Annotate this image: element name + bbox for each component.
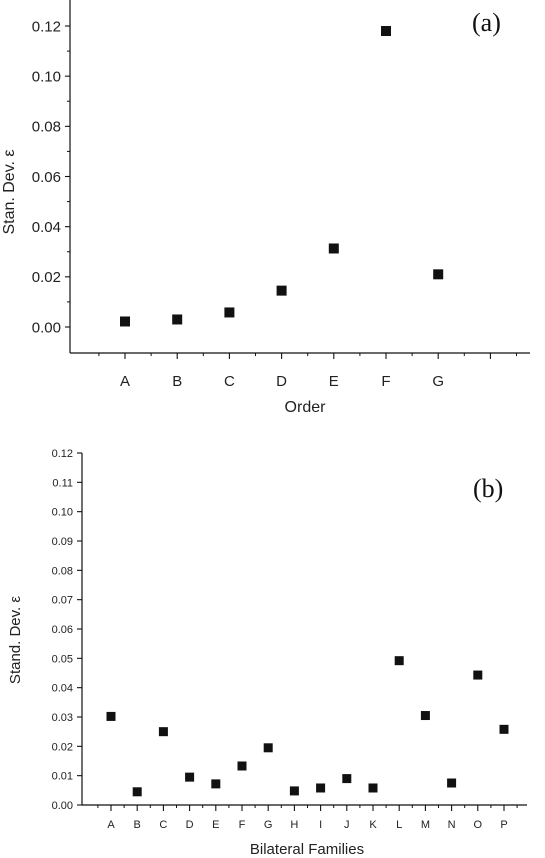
data-point-p — [499, 724, 509, 734]
x-tick-label: P — [500, 819, 507, 831]
x-tick-label: F — [381, 373, 390, 390]
x-tick-label: O — [474, 819, 483, 831]
data-point-k — [368, 783, 378, 793]
data-point-f — [237, 761, 247, 771]
y-tick-label: 0.12 — [52, 448, 73, 460]
x-tick-label: F — [239, 819, 246, 831]
data-point-g — [263, 743, 273, 753]
y-tick-label: 0.02 — [32, 269, 61, 286]
panel-label: (b) — [473, 474, 503, 503]
y-tick-label: 0.02 — [52, 741, 73, 753]
x-tick-label: A — [107, 819, 115, 831]
y-tick-label: 0.11 — [52, 477, 73, 489]
y-axis-title: Stand. Dev. ε — [7, 596, 24, 684]
x-tick-label: H — [290, 819, 298, 831]
data-point-l — [394, 656, 404, 666]
y-tick-label: 0.12 — [32, 18, 61, 35]
x-tick-label: J — [344, 819, 350, 831]
y-tick-label: 0.03 — [52, 712, 73, 724]
x-tick-label: C — [159, 819, 167, 831]
y-tick-label: 0.08 — [52, 565, 73, 577]
data-point-a — [106, 711, 116, 721]
x-tick-label: A — [120, 373, 130, 390]
data-point-j — [342, 774, 352, 784]
data-point-i — [316, 783, 326, 793]
y-tick-label: 0.06 — [52, 624, 73, 636]
y-tick-label: 0.10 — [52, 507, 73, 519]
x-tick-label: E — [212, 819, 219, 831]
x-axis-title: Bilateral Families — [250, 841, 364, 858]
y-tick-label: 0.09 — [52, 536, 73, 548]
x-tick-label: B — [172, 373, 182, 390]
y-tick-label: 0.10 — [32, 69, 61, 86]
y-axis-title: Stan. Dev. ε — [1, 149, 18, 234]
x-tick-label: M — [421, 819, 430, 831]
y-tick-label: 0.04 — [52, 683, 73, 695]
panel-label: (a) — [472, 8, 501, 37]
x-tick-label: C — [224, 373, 235, 390]
x-tick-label: K — [369, 819, 377, 831]
data-point-h — [289, 786, 299, 796]
y-tick-label: 0.07 — [52, 595, 73, 607]
data-point-c — [158, 727, 168, 737]
chart-panel-a: 0.00 0.02 0.04 0.06 0.08 0.10 0.12 A B C D E F G (a)… — [1, 0, 530, 416]
x-tick-label: G — [432, 373, 444, 390]
y-tick-label: 0.00 — [32, 319, 61, 336]
y-tick-label: 0.05 — [52, 653, 73, 665]
data-point-a — [120, 316, 130, 327]
chart-panel-b: 0.00 0.01 0.02 0.03 0.04 0.05 0.06 0.07 0.08 0.09… — [7, 448, 527, 858]
x-tick-label: G — [264, 819, 273, 831]
data-point-f — [381, 26, 391, 37]
x-axis-title: Order — [285, 399, 327, 416]
data-point-e — [211, 779, 221, 789]
x-tick-label: D — [276, 373, 287, 390]
data-point-e — [328, 243, 339, 254]
x-tick-label: N — [448, 819, 456, 831]
data-point-b — [172, 314, 183, 325]
data-point-b — [132, 787, 142, 797]
y-tick-label: 0.00 — [52, 800, 73, 812]
x-tick-label: L — [396, 819, 402, 831]
y-tick-label: 0.06 — [32, 169, 61, 186]
data-point-m — [420, 711, 430, 721]
data-point-d — [185, 772, 195, 782]
data-point-g — [433, 269, 444, 280]
x-tick-label: E — [329, 373, 339, 390]
x-tick-label: I — [319, 819, 322, 831]
y-tick-label: 0.04 — [32, 219, 61, 236]
data-point-d — [276, 285, 287, 296]
y-tick-label: 0.08 — [32, 119, 61, 136]
x-tick-label: D — [186, 819, 194, 831]
data-point-c — [224, 307, 235, 318]
data-point-o — [473, 670, 483, 680]
data-point-n — [447, 778, 457, 788]
x-tick-label: B — [134, 819, 141, 831]
y-tick-label: 0.01 — [52, 771, 73, 783]
